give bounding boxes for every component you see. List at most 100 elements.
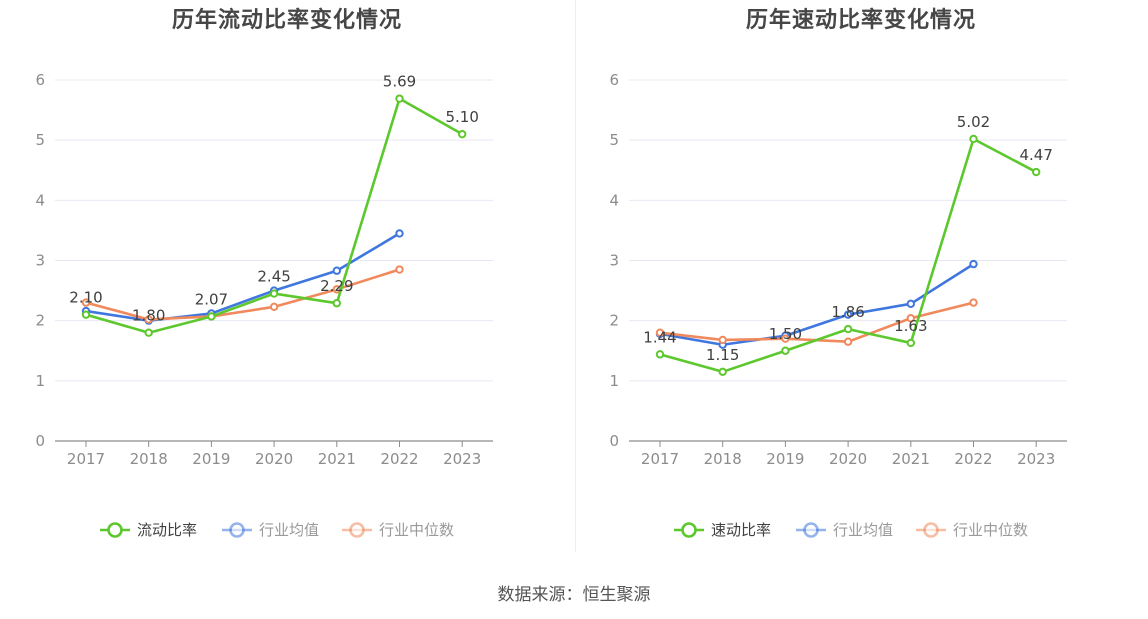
data-point[interactable] xyxy=(781,334,790,343)
data-point[interactable] xyxy=(843,310,853,319)
data-point[interactable] xyxy=(269,289,279,298)
y-tick-label: 5 xyxy=(35,131,45,149)
data-point[interactable] xyxy=(655,328,665,337)
x-tick-label: 2018 xyxy=(704,450,742,468)
x-tick-label: 2020 xyxy=(255,450,293,468)
data-label: 1.50 xyxy=(769,325,802,343)
y-tick-label: 1 xyxy=(35,372,45,390)
data-point[interactable] xyxy=(395,229,404,238)
series-line-1 xyxy=(659,263,975,347)
x-tick-label: 2022 xyxy=(954,450,992,468)
data-label: 2.10 xyxy=(69,289,102,307)
panel-divider xyxy=(575,0,576,552)
y-tick-label: 1 xyxy=(609,372,619,390)
data-point[interactable] xyxy=(781,346,790,355)
current-ratio-chart: 0 1 2 3 4 5 6 2017 2018 2019 2020 2021 2022 2023 2.10 1… xyxy=(35,71,493,539)
y-tick-label: 2 xyxy=(609,312,619,330)
x-tick-label: 2019 xyxy=(192,450,230,468)
data-point[interactable] xyxy=(332,266,341,275)
legend-item-0[interactable]: 速动比率 xyxy=(674,521,771,539)
data-label: 1.63 xyxy=(894,317,927,335)
y-tick-label: 6 xyxy=(609,71,619,89)
data-point[interactable] xyxy=(144,328,153,337)
legend-marker xyxy=(681,522,697,538)
data-point[interactable] xyxy=(969,259,978,269)
legend-item-1[interactable]: 行业均值 xyxy=(796,521,893,539)
legend-marker xyxy=(803,522,819,538)
data-point[interactable] xyxy=(144,315,153,324)
x-tick-label: 2019 xyxy=(766,450,804,468)
y-tick-label: 3 xyxy=(35,252,45,270)
y-tick-label: 2 xyxy=(35,312,45,330)
data-point[interactable] xyxy=(655,350,665,359)
y-tick-label: 3 xyxy=(609,252,619,270)
data-label: 5.10 xyxy=(445,108,478,126)
x-tick-label: 2017 xyxy=(641,450,679,468)
data-point[interactable] xyxy=(395,265,404,274)
legend-label: 行业均值 xyxy=(833,521,893,539)
legend-label: 行业中位数 xyxy=(379,521,454,539)
data-label: 5.69 xyxy=(383,73,416,91)
x-tick-label: 2021 xyxy=(318,450,356,468)
y-tick-label: 6 xyxy=(35,71,45,89)
data-point[interactable] xyxy=(718,335,727,345)
data-label: 4.47 xyxy=(1019,146,1052,164)
y-tick-label: 0 xyxy=(609,432,619,450)
data-point[interactable] xyxy=(906,338,915,348)
legend-label: 速动比率 xyxy=(711,521,771,539)
data-point[interactable] xyxy=(906,299,915,309)
data-point[interactable] xyxy=(718,367,727,377)
quick-ratio-chart-panel: 历年速动比率变化情况 0 1 2 3 4 5 6 2017 2018 2019 2020 2021 20… xyxy=(574,0,1148,560)
data-point[interactable] xyxy=(332,299,341,308)
data-label: 2.29 xyxy=(320,277,353,295)
x-tick-label: 2018 xyxy=(130,450,168,468)
y-tick-label: 0 xyxy=(35,432,45,450)
data-point[interactable] xyxy=(207,312,216,321)
legend-item-2[interactable]: 行业中位数 xyxy=(342,521,454,539)
x-tick-label: 2023 xyxy=(1017,450,1055,468)
y-tick-label: 5 xyxy=(609,131,619,149)
data-source-note: 数据来源：恒生聚源 xyxy=(497,585,651,605)
data-point[interactable] xyxy=(458,129,467,139)
y-tick-label: 4 xyxy=(35,191,45,209)
current-ratio-chart-panel: 历年流动比率变化情况 0 1 2 3 4 5 6 2017 2018 2019 2020 2021 20… xyxy=(0,0,574,560)
x-tick-label: 2023 xyxy=(443,450,481,468)
data-label: 2.07 xyxy=(195,290,228,308)
legend-label: 行业中位数 xyxy=(953,521,1028,539)
y-tick-label: 4 xyxy=(609,191,619,209)
data-label: 2.45 xyxy=(257,268,290,286)
legend-item-1[interactable]: 行业均值 xyxy=(222,521,319,539)
data-point[interactable] xyxy=(843,324,853,334)
legend-item-0[interactable]: 流动比率 xyxy=(100,521,197,539)
series-line-0 xyxy=(659,137,1037,374)
series-line-2 xyxy=(85,268,400,321)
legend-label: 流动比率 xyxy=(137,521,197,539)
data-point[interactable] xyxy=(906,314,915,323)
data-point[interactable] xyxy=(969,298,978,307)
data-label: 1.80 xyxy=(132,307,165,325)
data-label: 1.44 xyxy=(643,328,676,346)
data-point[interactable] xyxy=(395,94,404,103)
legend-label: 行业均值 xyxy=(259,521,319,539)
chart-title: 历年速动比率变化情况 xyxy=(745,8,976,33)
data-label: 1.86 xyxy=(831,303,864,321)
x-tick-label: 2022 xyxy=(380,450,418,468)
data-label: 1.15 xyxy=(706,346,739,364)
x-tick-label: 2017 xyxy=(67,450,105,468)
legend-item-2[interactable]: 行业中位数 xyxy=(916,521,1028,539)
quick-ratio-chart: 0 1 2 3 4 5 6 2017 2018 2019 2020 2021 2022 2023 1.44 1… xyxy=(609,71,1067,539)
data-point[interactable] xyxy=(269,302,279,312)
data-point[interactable] xyxy=(81,310,91,319)
chart-title: 历年流动比率变化情况 xyxy=(171,8,402,33)
x-tick-label: 2020 xyxy=(829,450,867,468)
legend-marker xyxy=(923,522,939,538)
legend-marker xyxy=(107,522,123,538)
data-point[interactable] xyxy=(969,134,978,144)
data-point[interactable] xyxy=(1032,167,1041,177)
series-line-1 xyxy=(85,232,401,322)
data-label: 5.02 xyxy=(957,113,990,131)
x-tick-label: 2021 xyxy=(892,450,930,468)
data-point[interactable] xyxy=(843,337,853,346)
data-point[interactable] xyxy=(81,298,91,307)
legend-marker xyxy=(229,522,245,538)
